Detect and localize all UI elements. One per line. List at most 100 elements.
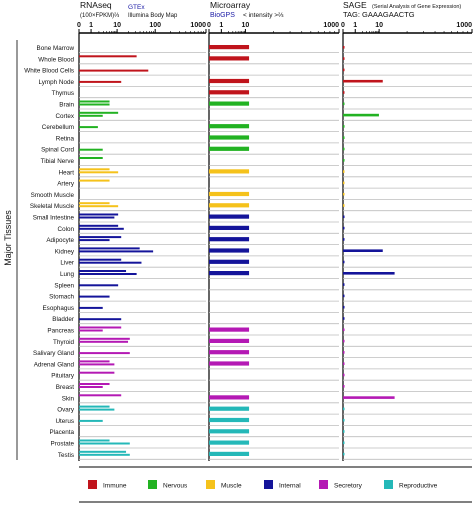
bar-biogps: [209, 78, 250, 84]
tissue-label: Artery: [57, 181, 75, 188]
bar-biogps: [209, 225, 250, 230]
tissue-label: Smooth Muscle: [31, 192, 75, 199]
bar-sage: [343, 46, 345, 49]
bar-gtex: [79, 371, 115, 374]
bar-sage: [343, 407, 345, 411]
bar-gtex: [79, 439, 110, 442]
bar-biogps: [209, 135, 250, 140]
tick-label: 100: [149, 22, 161, 29]
legend-label: Secretory: [334, 483, 363, 490]
tissue-label: Esophagus: [42, 305, 74, 312]
bar-sage: [343, 204, 345, 207]
bar-illumina: [79, 329, 103, 332]
tissue-label: Stomach: [49, 294, 74, 301]
bar-gtex: [79, 100, 110, 103]
side-axis-label: Major Tissues: [3, 210, 13, 266]
legend-swatch: [88, 480, 97, 489]
bar-sage: [343, 430, 345, 433]
bar-gtex: [79, 213, 119, 216]
tissue-label: Placenta: [49, 429, 74, 436]
bar-biogps: [209, 203, 250, 208]
bar-illumina: [79, 227, 124, 230]
tissue-label: Adrenal Gland: [34, 361, 75, 368]
tissue-label: Lymph Node: [39, 79, 75, 86]
bar-biogps: [209, 395, 250, 400]
tissue-label: Testis: [58, 452, 74, 459]
bar-sage: [343, 181, 345, 185]
tissue-label: Thymus: [52, 90, 74, 97]
bar-biogps: [209, 45, 250, 50]
bar-biogps: [209, 90, 250, 95]
legend-swatch: [319, 480, 328, 489]
tissue-label: Colon: [58, 226, 75, 233]
bar-gtex: [79, 168, 110, 171]
tissue-label: Thyroid: [53, 339, 74, 346]
legend-swatch: [206, 480, 215, 489]
bar-illumina: [79, 261, 142, 264]
bar-biogps: [209, 214, 250, 219]
tick-label: 0: [207, 22, 211, 29]
bar-illumina: [79, 306, 103, 309]
bar-sage: [343, 396, 395, 399]
bar-biogps: [209, 259, 250, 264]
bar-biogps: [209, 101, 250, 106]
bar-gtex: [79, 202, 110, 205]
tissue-label: Liver: [60, 260, 74, 267]
tissue-label: Spleen: [54, 282, 74, 289]
bar-sage: [343, 339, 345, 343]
bar-sage: [343, 102, 345, 106]
bar-gtex: [79, 360, 110, 363]
bar-sage: [343, 113, 379, 117]
tick-label: 10: [242, 22, 250, 29]
bar-biogps: [209, 237, 250, 242]
tick-label: 10: [375, 22, 383, 29]
tissue-label: Skin: [62, 395, 75, 402]
bar-biogps: [209, 406, 250, 411]
bar-illumina: [79, 126, 98, 129]
tick-label: 1: [89, 22, 93, 29]
bar-sage: [343, 328, 345, 332]
bar-illumina: [79, 419, 103, 422]
bar-sage: [343, 373, 345, 377]
tick-label: 0: [341, 22, 345, 29]
tissue-label: Salivary Gland: [33, 350, 74, 357]
bar-sage: [343, 147, 345, 151]
microarray-source: BioGPS: [210, 12, 235, 19]
bar-sage: [343, 294, 345, 298]
legend-swatch: [148, 480, 157, 489]
bar-illumina: [79, 363, 115, 366]
bar-biogps: [209, 451, 250, 456]
legend-label: Muscle: [221, 483, 242, 490]
bar-sage: [343, 238, 345, 241]
bar-illumina: [79, 171, 119, 174]
rnaseq-source-illumina: Illumina Body Map: [128, 13, 178, 19]
bar-biogps: [209, 338, 250, 343]
bar-illumina: [79, 408, 115, 411]
tissue-label: Small Intestine: [33, 215, 75, 222]
bar-illumina: [79, 69, 149, 72]
bar-gtex: [79, 394, 122, 397]
bar-illumina: [79, 216, 115, 219]
bar-gtex: [79, 326, 122, 329]
tissue-label: Breast: [56, 384, 74, 391]
sage-title-note: (Serial Analysis of Gene Expression): [372, 4, 461, 10]
tissue-label: Whole Blood: [38, 56, 74, 63]
bar-sage: [343, 170, 345, 173]
bar-biogps: [209, 191, 250, 197]
bar-illumina: [79, 295, 110, 298]
legend-label: Reproductive: [399, 483, 438, 490]
bar-sage: [343, 441, 345, 445]
tick-label: 1000: [190, 22, 206, 29]
bar-illumina: [79, 284, 119, 287]
tissue-label: Brain: [59, 102, 74, 109]
bar-sage: [343, 452, 345, 456]
tissue-label: White Blood Cells: [24, 68, 74, 75]
bar-sage: [343, 317, 345, 320]
bar-sage: [343, 283, 345, 286]
bar-sage: [343, 125, 345, 128]
bar-biogps: [209, 146, 250, 151]
bar-gtex: [79, 111, 119, 114]
bar-sage: [343, 215, 345, 219]
tissue-label: Ovary: [57, 407, 75, 414]
